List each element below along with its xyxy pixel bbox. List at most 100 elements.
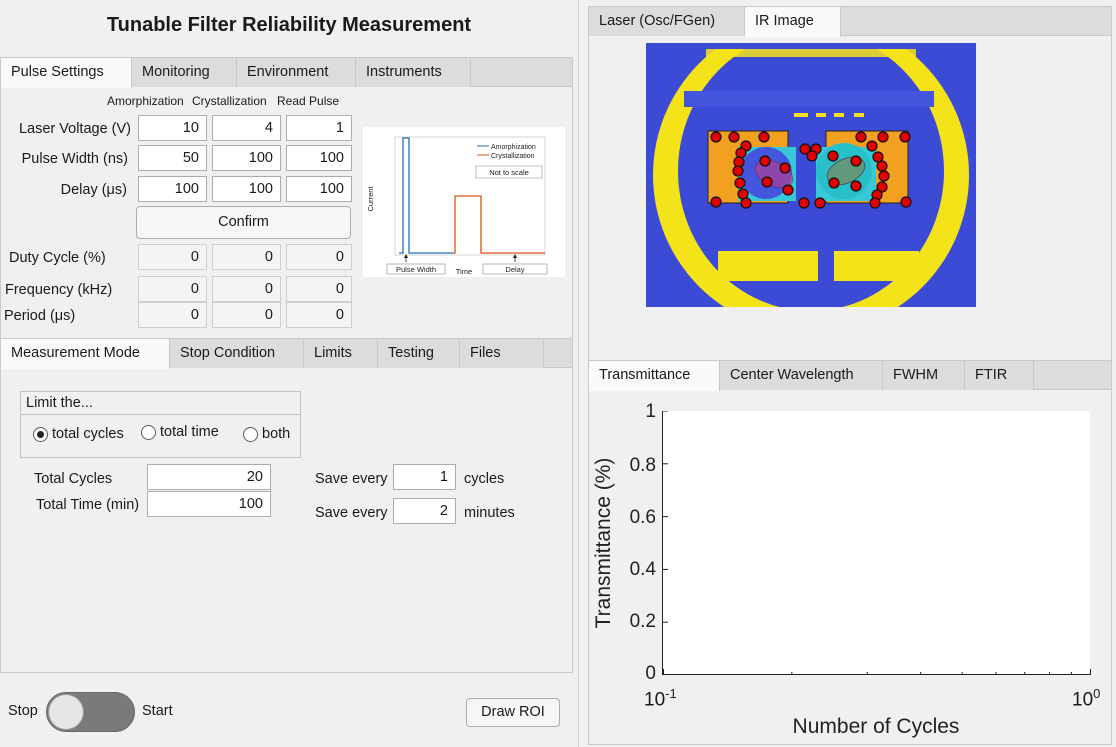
radio-both-label: both <box>262 426 291 442</box>
duty-cycle-crystallization-value: 0 <box>212 244 281 270</box>
tab-fwhm[interactable]: FWHM <box>883 361 965 390</box>
y-tick-label: 0.4 <box>629 559 656 580</box>
run-toggle-switch[interactable] <box>46 692 135 732</box>
y-tick-label: 0.2 <box>629 611 656 632</box>
tab-laser-osc-fgen[interactable]: Laser (Osc/FGen) <box>589 7 745 36</box>
x-tick-label-max: 100 <box>1072 686 1100 711</box>
minutes-unit-label: minutes <box>464 505 515 521</box>
save-minutes-field[interactable]: 2 <box>393 498 456 524</box>
tab-center-wavelength[interactable]: Center Wavelength <box>720 361 883 390</box>
settings-tabbar: Pulse Settings Monitoring Environment In… <box>1 58 572 88</box>
pulse-width-annotation: Pulse Width <box>396 265 436 274</box>
draw-roi-button[interactable]: Draw ROI <box>466 698 560 727</box>
radio-both-dot[interactable] <box>243 426 258 442</box>
image-tabbar: Laser (Osc/FGen) IR Image <box>589 7 1111 37</box>
tab-transmittance[interactable]: Transmittance <box>589 361 720 391</box>
panel-divider <box>578 0 588 747</box>
ir-image <box>646 17 976 333</box>
frequency-amorphization-value: 0 <box>138 276 207 302</box>
laser-voltage-crystallization-field[interactable]: 4 <box>212 115 281 141</box>
limit-group: Limit the... <box>20 391 301 458</box>
radio-total-time-label: total time <box>160 424 219 440</box>
laser-voltage-read-field[interactable]: 1 <box>286 115 352 141</box>
run-toggle-knob[interactable] <box>48 694 84 730</box>
roi-points <box>710 131 912 209</box>
y-tick-label: 1 <box>645 401 656 422</box>
frequency-read-value: 0 <box>286 276 352 302</box>
pulse-width-read-field[interactable]: 100 <box>286 145 352 171</box>
tab-stop-condition[interactable]: Stop Condition <box>170 339 304 368</box>
total-cycles-label: Total Cycles <box>34 471 113 487</box>
tab-limits[interactable]: Limits <box>304 339 378 368</box>
x-tick-label-min: 10-1 <box>644 686 677 711</box>
tab-instruments[interactable]: Instruments <box>356 58 471 87</box>
tab-ftir[interactable]: FTIR <box>965 361 1034 390</box>
plot-x-axis-label: Number of Cycles <box>792 715 960 738</box>
start-label: Start <box>142 703 173 719</box>
delay-read-field[interactable]: 100 <box>286 176 352 202</box>
column-header-crystallization: Crystallization <box>192 94 267 108</box>
delay-label: Delay (μs) <box>60 182 127 198</box>
pulse-diagram: Amorphization Crystallization Not to sca… <box>363 127 565 277</box>
laser-voltage-label: Laser Voltage (V) <box>18 121 131 137</box>
total-time-field[interactable]: 100 <box>147 491 271 517</box>
y-tick-label: 0.6 <box>629 507 656 528</box>
radio-both[interactable]: both <box>243 426 290 442</box>
pulse-width-amorphization-field[interactable]: 50 <box>138 145 207 171</box>
delay-amorphization-field[interactable]: 100 <box>138 176 207 202</box>
y-tick-label: 0.8 <box>629 455 656 476</box>
save-every-minutes-label: Save every <box>315 505 388 521</box>
radio-total-cycles-label: total cycles <box>52 426 124 442</box>
tab-monitoring[interactable]: Monitoring <box>132 58 237 87</box>
laser-voltage-amorphization-field[interactable]: 10 <box>138 115 207 141</box>
pulse-width-crystallization-field[interactable]: 100 <box>212 145 281 171</box>
tab-files[interactable]: Files <box>460 339 544 368</box>
duty-cycle-amorphization-value: 0 <box>138 244 207 270</box>
pulse-diagram-svg: Amorphization Crystallization Not to sca… <box>366 136 548 276</box>
legend-crystallization: Crystallization <box>491 153 535 160</box>
diagram-xlabel: Time <box>456 267 472 276</box>
mode-tabbar: Measurement Mode Stop Condition Limits T… <box>1 339 572 369</box>
save-cycles-field[interactable]: 1 <box>393 464 456 490</box>
tab-testing[interactable]: Testing <box>378 339 460 368</box>
frequency-crystallization-value: 0 <box>212 276 281 302</box>
radio-total-cycles-dot[interactable] <box>33 426 48 442</box>
period-amorphization-value: 0 <box>138 302 207 328</box>
tab-pulse-settings[interactable]: Pulse Settings <box>1 58 132 88</box>
column-header-read-pulse: Read Pulse <box>277 94 340 108</box>
stop-label: Stop <box>8 703 38 719</box>
tab-ir-image[interactable]: IR Image <box>745 7 841 37</box>
frequency-label: Frequency (kHz) <box>5 282 113 298</box>
delay-crystallization-field[interactable]: 100 <box>212 176 281 202</box>
radio-total-time[interactable]: total time <box>141 424 219 440</box>
period-crystallization-value: 0 <box>212 302 281 328</box>
cycles-unit-label: cycles <box>464 471 505 487</box>
x-tick-exp: 0 <box>1093 686 1101 701</box>
period-read-value: 0 <box>286 302 352 328</box>
total-cycles-field[interactable]: 20 <box>147 464 271 490</box>
pulse-width-label: Pulse Width (ns) <box>21 151 128 167</box>
x-tick-base: 10 <box>1072 689 1094 711</box>
y-tick-label: 0 <box>645 663 656 684</box>
legend-amorphization: Amorphization <box>491 144 536 151</box>
measurement-panel: Measurement Mode Stop Condition Limits T… <box>0 338 573 673</box>
delay-annotation: Delay <box>505 265 524 274</box>
duty-cycle-read-value: 0 <box>286 244 352 270</box>
diagram-ylabel: Current <box>366 186 375 212</box>
save-every-cycles-label: Save every <box>315 471 388 487</box>
x-tick-base: 10 <box>644 689 666 711</box>
tab-environment[interactable]: Environment <box>237 58 356 87</box>
duty-cycle-label: Duty Cycle (%) <box>9 250 106 266</box>
radio-total-cycles[interactable]: total cycles <box>33 426 124 442</box>
period-label: Period (μs) <box>4 308 76 324</box>
limit-group-title: Limit the... <box>21 392 300 415</box>
radio-total-time-dot[interactable] <box>141 424 156 440</box>
transmittance-axes[interactable] <box>662 410 1091 676</box>
total-time-label: Total Time (min) <box>36 497 140 513</box>
app-title: Tunable Filter Reliability Measurement <box>106 14 472 36</box>
not-to-scale-note: Not to scale <box>489 168 529 177</box>
confirm-button[interactable]: Confirm <box>136 206 351 239</box>
tab-measurement-mode[interactable]: Measurement Mode <box>1 339 170 369</box>
column-header-amorphization: Amorphization <box>107 94 184 108</box>
x-tick-exp: -1 <box>665 686 677 701</box>
